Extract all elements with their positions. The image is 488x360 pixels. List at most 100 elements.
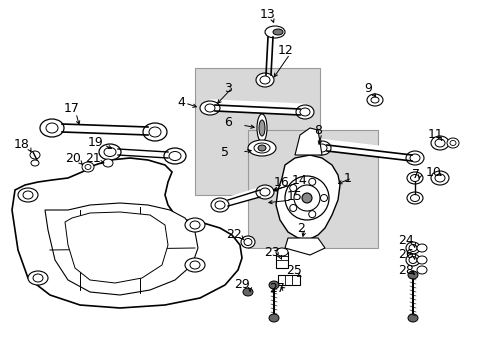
Ellipse shape xyxy=(409,194,419,202)
Bar xyxy=(278,275,299,285)
Text: 19: 19 xyxy=(88,135,103,148)
Text: 12: 12 xyxy=(278,44,293,57)
Ellipse shape xyxy=(18,188,38,202)
Ellipse shape xyxy=(370,97,378,103)
Ellipse shape xyxy=(430,136,448,150)
Ellipse shape xyxy=(407,314,417,322)
Ellipse shape xyxy=(268,281,279,289)
Ellipse shape xyxy=(366,94,382,106)
Ellipse shape xyxy=(149,127,161,137)
Ellipse shape xyxy=(272,29,283,35)
Text: 15: 15 xyxy=(286,189,303,202)
Ellipse shape xyxy=(23,191,33,199)
Ellipse shape xyxy=(409,175,419,181)
Text: 2: 2 xyxy=(296,221,305,234)
Ellipse shape xyxy=(407,271,417,279)
Text: 20: 20 xyxy=(65,152,81,165)
Polygon shape xyxy=(45,203,198,295)
Ellipse shape xyxy=(406,172,422,184)
Ellipse shape xyxy=(430,171,448,185)
Ellipse shape xyxy=(416,244,426,252)
Ellipse shape xyxy=(268,314,279,322)
Text: 9: 9 xyxy=(364,81,371,94)
Ellipse shape xyxy=(302,193,311,203)
Text: 6: 6 xyxy=(224,116,231,129)
Bar xyxy=(275,252,287,268)
Ellipse shape xyxy=(46,123,58,133)
Ellipse shape xyxy=(289,204,296,211)
Text: 16: 16 xyxy=(274,176,289,189)
Ellipse shape xyxy=(260,188,269,196)
Ellipse shape xyxy=(416,266,426,274)
Ellipse shape xyxy=(258,145,265,151)
Ellipse shape xyxy=(409,154,419,162)
Text: 10: 10 xyxy=(425,166,441,179)
Ellipse shape xyxy=(190,221,200,229)
Ellipse shape xyxy=(85,165,91,170)
Ellipse shape xyxy=(308,211,315,218)
Ellipse shape xyxy=(259,120,264,136)
Ellipse shape xyxy=(103,159,113,167)
Ellipse shape xyxy=(449,140,455,145)
Ellipse shape xyxy=(163,148,185,164)
Text: 21: 21 xyxy=(85,152,101,165)
Text: 3: 3 xyxy=(224,81,231,94)
Ellipse shape xyxy=(184,258,204,272)
Text: 27: 27 xyxy=(268,282,285,294)
Ellipse shape xyxy=(243,288,252,296)
Bar xyxy=(247,130,377,248)
Ellipse shape xyxy=(210,198,228,212)
Text: 26: 26 xyxy=(397,248,413,261)
Ellipse shape xyxy=(31,160,39,166)
Ellipse shape xyxy=(264,26,285,38)
Text: 18: 18 xyxy=(14,139,30,152)
Text: 11: 11 xyxy=(427,129,443,141)
Ellipse shape xyxy=(190,261,200,269)
Polygon shape xyxy=(65,212,168,283)
Ellipse shape xyxy=(316,144,326,152)
Ellipse shape xyxy=(257,114,266,142)
Ellipse shape xyxy=(184,218,204,232)
Text: 23: 23 xyxy=(264,247,279,260)
Text: 1: 1 xyxy=(344,171,351,184)
Ellipse shape xyxy=(104,148,116,157)
Ellipse shape xyxy=(405,254,419,266)
Ellipse shape xyxy=(408,244,416,252)
Polygon shape xyxy=(12,158,242,308)
Ellipse shape xyxy=(200,101,220,115)
Text: 14: 14 xyxy=(291,174,307,186)
Ellipse shape xyxy=(40,119,64,137)
Ellipse shape xyxy=(295,105,313,119)
Text: 4: 4 xyxy=(177,96,184,109)
Text: 28: 28 xyxy=(397,265,413,278)
Ellipse shape xyxy=(247,140,275,156)
Ellipse shape xyxy=(241,236,254,248)
Polygon shape xyxy=(285,238,325,255)
Text: 22: 22 xyxy=(225,229,242,242)
Ellipse shape xyxy=(408,256,416,264)
Text: 29: 29 xyxy=(234,279,249,292)
Ellipse shape xyxy=(99,144,121,160)
Ellipse shape xyxy=(256,73,273,87)
Text: 8: 8 xyxy=(313,123,321,136)
Ellipse shape xyxy=(275,248,287,256)
Text: 25: 25 xyxy=(285,265,301,278)
Ellipse shape xyxy=(405,242,419,254)
Ellipse shape xyxy=(308,178,315,185)
Ellipse shape xyxy=(299,108,309,116)
Ellipse shape xyxy=(320,194,327,202)
Ellipse shape xyxy=(204,104,215,112)
Text: 7: 7 xyxy=(411,168,419,181)
Ellipse shape xyxy=(256,185,273,199)
Ellipse shape xyxy=(142,123,167,141)
Polygon shape xyxy=(294,128,321,155)
Ellipse shape xyxy=(285,176,328,220)
Ellipse shape xyxy=(293,185,319,211)
Ellipse shape xyxy=(260,76,269,84)
Text: 24: 24 xyxy=(397,234,413,248)
Ellipse shape xyxy=(434,174,444,182)
Ellipse shape xyxy=(405,151,423,165)
Ellipse shape xyxy=(33,274,43,282)
Text: 17: 17 xyxy=(64,102,80,114)
Polygon shape xyxy=(275,155,339,240)
